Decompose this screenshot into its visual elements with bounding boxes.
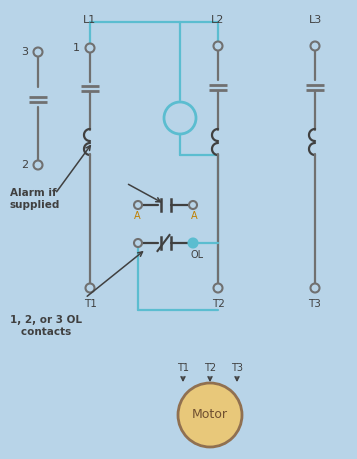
Text: A: A bbox=[191, 211, 197, 221]
Circle shape bbox=[188, 239, 197, 247]
Circle shape bbox=[85, 44, 95, 52]
Text: 3: 3 bbox=[21, 47, 29, 57]
Text: L1: L1 bbox=[84, 15, 97, 25]
Circle shape bbox=[85, 284, 95, 292]
Circle shape bbox=[311, 41, 320, 50]
Circle shape bbox=[189, 201, 197, 209]
Text: L2: L2 bbox=[211, 15, 225, 25]
Circle shape bbox=[34, 47, 42, 56]
Text: L3: L3 bbox=[308, 15, 322, 25]
Text: T3: T3 bbox=[231, 363, 243, 373]
Text: T2: T2 bbox=[212, 299, 225, 309]
Circle shape bbox=[178, 383, 242, 447]
Text: Alarm if
supplied: Alarm if supplied bbox=[10, 188, 60, 210]
Text: T1: T1 bbox=[177, 363, 189, 373]
Text: 2: 2 bbox=[21, 160, 29, 170]
Text: Motor: Motor bbox=[192, 409, 228, 421]
Text: T1: T1 bbox=[84, 299, 96, 309]
Circle shape bbox=[311, 284, 320, 292]
Circle shape bbox=[213, 284, 222, 292]
Circle shape bbox=[34, 161, 42, 169]
Circle shape bbox=[134, 201, 142, 209]
Circle shape bbox=[164, 102, 196, 134]
Text: 1, 2, or 3 OL
   contacts: 1, 2, or 3 OL contacts bbox=[10, 315, 82, 336]
Text: T2: T2 bbox=[204, 363, 216, 373]
Text: A: A bbox=[134, 211, 140, 221]
Text: OL: OL bbox=[190, 250, 203, 260]
Text: 1: 1 bbox=[72, 43, 80, 53]
Circle shape bbox=[134, 239, 142, 247]
Text: T3: T3 bbox=[308, 299, 321, 309]
Circle shape bbox=[213, 41, 222, 50]
